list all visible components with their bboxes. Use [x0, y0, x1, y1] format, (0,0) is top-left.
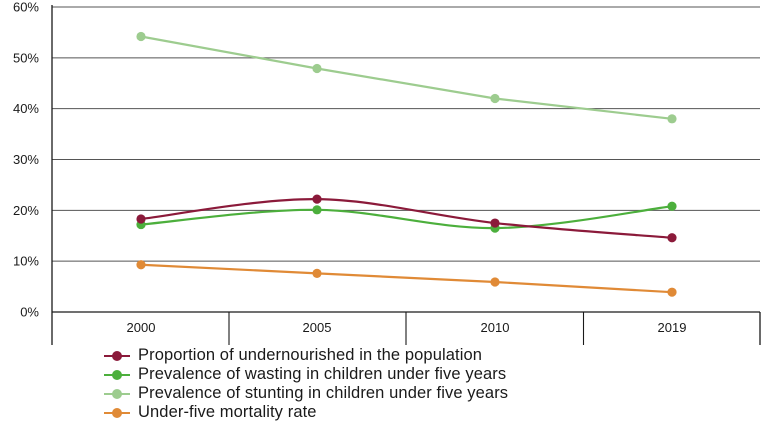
series-points: [136, 31, 677, 297]
legend-swatch-stunting: [104, 388, 130, 399]
y-axis-tick-labels: 0% 10% 20% 30% 40% 50% 60%: [13, 0, 39, 320]
y-tick-label: 10%: [13, 254, 39, 269]
series-line-2: [140, 35, 673, 120]
legend-label-stunting: Prevalence of stunting in children under…: [138, 384, 509, 402]
data-point: [667, 287, 677, 297]
data-point: [667, 201, 677, 211]
data-point: [136, 31, 146, 42]
data-point: [667, 233, 677, 243]
line-chart: 0% 10% 20% 30% 40% 50% 60% 2000 2005 2010 2019: [13, 0, 761, 345]
y-tick-label: 40%: [13, 101, 39, 116]
legend-label-wasting: Prevalence of wasting in children under …: [138, 365, 507, 383]
x-tick-label: 2019: [658, 320, 687, 335]
y-tick-label: 60%: [13, 0, 39, 15]
y-tick-label: 50%: [13, 50, 39, 65]
legend-swatch-mortality: [104, 407, 130, 418]
legend-label-mortality: Under-five mortality rate: [138, 403, 317, 421]
data-point: [490, 277, 500, 287]
legend-label-undernourished: Proportion of undernourished in the popu…: [138, 346, 483, 364]
data-point: [312, 205, 322, 215]
legend-item-stunting: Prevalence of stunting in children under…: [104, 384, 508, 403]
data-point: [136, 260, 146, 270]
data-point: [667, 114, 677, 124]
data-point: [490, 93, 500, 104]
series-line-3: [140, 263, 673, 294]
x-tick-label: 2000: [127, 320, 156, 335]
y-tick-label: 20%: [13, 203, 39, 218]
series-lines: [140, 35, 673, 294]
data-point: [136, 214, 146, 224]
data-point: [312, 194, 322, 204]
legend: Proportion of undernourished in the popu…: [104, 346, 508, 422]
x-tick-label: 2005: [303, 320, 332, 335]
gridlines: [52, 6, 760, 262]
series-line-0: [140, 198, 673, 239]
data-point: [490, 218, 500, 228]
axes: [51, 5, 761, 345]
y-tick-label: 30%: [13, 152, 39, 167]
series-line-1: [140, 205, 673, 230]
legend-swatch-undernourished: [104, 350, 130, 361]
legend-swatch-wasting: [104, 369, 130, 380]
x-tick-label: 2010: [481, 320, 510, 335]
data-point: [312, 268, 322, 278]
legend-item-undernourished: Proportion of undernourished in the popu…: [104, 346, 508, 365]
y-tick-label: 0%: [20, 305, 39, 320]
x-axis-tick-labels: 2000 2005 2010 2019: [127, 320, 687, 335]
data-point: [312, 63, 322, 74]
legend-item-mortality: Under-five mortality rate: [104, 403, 508, 422]
legend-item-wasting: Prevalence of wasting in children under …: [104, 365, 508, 384]
